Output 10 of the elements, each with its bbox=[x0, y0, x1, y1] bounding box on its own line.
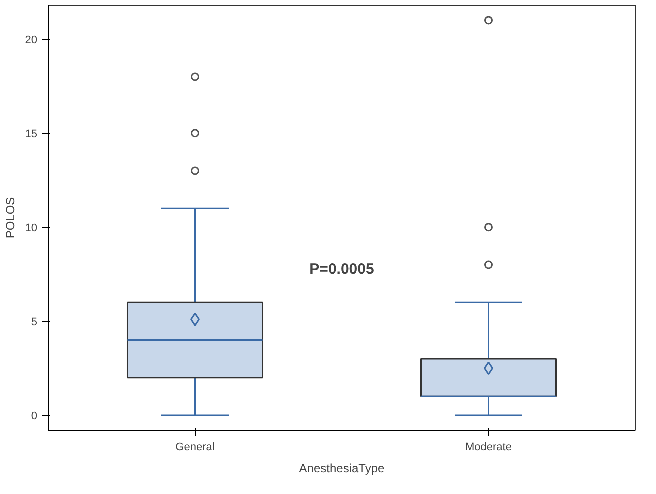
y-tick-label: 0 bbox=[31, 410, 38, 422]
y-tick-label: 20 bbox=[25, 34, 38, 46]
annotation: P=0.0005 bbox=[310, 261, 374, 278]
x-axis-title: AnesthesiaType bbox=[299, 462, 386, 476]
y-tick-label: 5 bbox=[31, 316, 38, 328]
y-tick-label: 15 bbox=[25, 128, 38, 140]
x-tick-label: General bbox=[176, 442, 215, 454]
x-tick-label: Moderate bbox=[466, 442, 512, 454]
y-tick-label: 10 bbox=[25, 222, 38, 234]
y-axis-title: POLOS bbox=[3, 197, 18, 239]
